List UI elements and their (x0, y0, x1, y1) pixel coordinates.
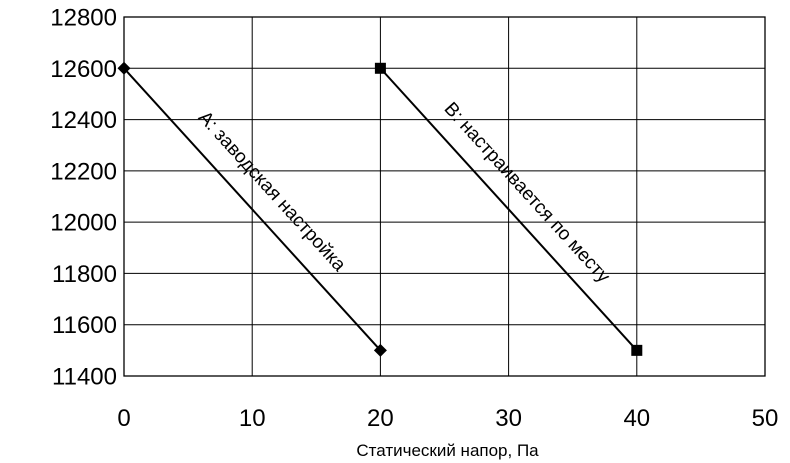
series-line (379, 67, 638, 352)
data-point-diamond (373, 343, 387, 357)
plot-area (123, 16, 766, 377)
x-tick-label: 30 (495, 405, 522, 432)
y-tick-label: 12400 (50, 107, 117, 134)
y-tick-label: 12800 (50, 5, 117, 32)
series-line (123, 67, 382, 352)
x-axis-title: Статический напор, Па (356, 441, 539, 460)
y-tick-label: 12600 (50, 56, 117, 83)
x-tick-label: 40 (623, 405, 650, 432)
y-tick-label: 12200 (50, 158, 117, 185)
x-tick-label: 10 (239, 405, 266, 432)
x-tick-label: 0 (117, 405, 130, 432)
x-tick-label: 50 (752, 405, 779, 432)
series-label: A: заводская настройка (194, 107, 350, 276)
y-tick-label: 11600 (52, 312, 117, 339)
y-tick-label: 11400 (52, 364, 117, 391)
data-point-square (374, 62, 386, 74)
x-tick-label: 20 (367, 405, 394, 432)
data-point-diamond (117, 61, 131, 75)
data-point-square (631, 344, 643, 356)
series-label: B: настраивается по месту (440, 99, 615, 288)
y-tick-label: 12000 (50, 210, 117, 237)
grid (124, 17, 765, 376)
y-tick-label: 11800 (52, 261, 117, 288)
tick-labels: 11400 11600 11800 12000 12200 12400 12600 12800… (50, 5, 778, 433)
